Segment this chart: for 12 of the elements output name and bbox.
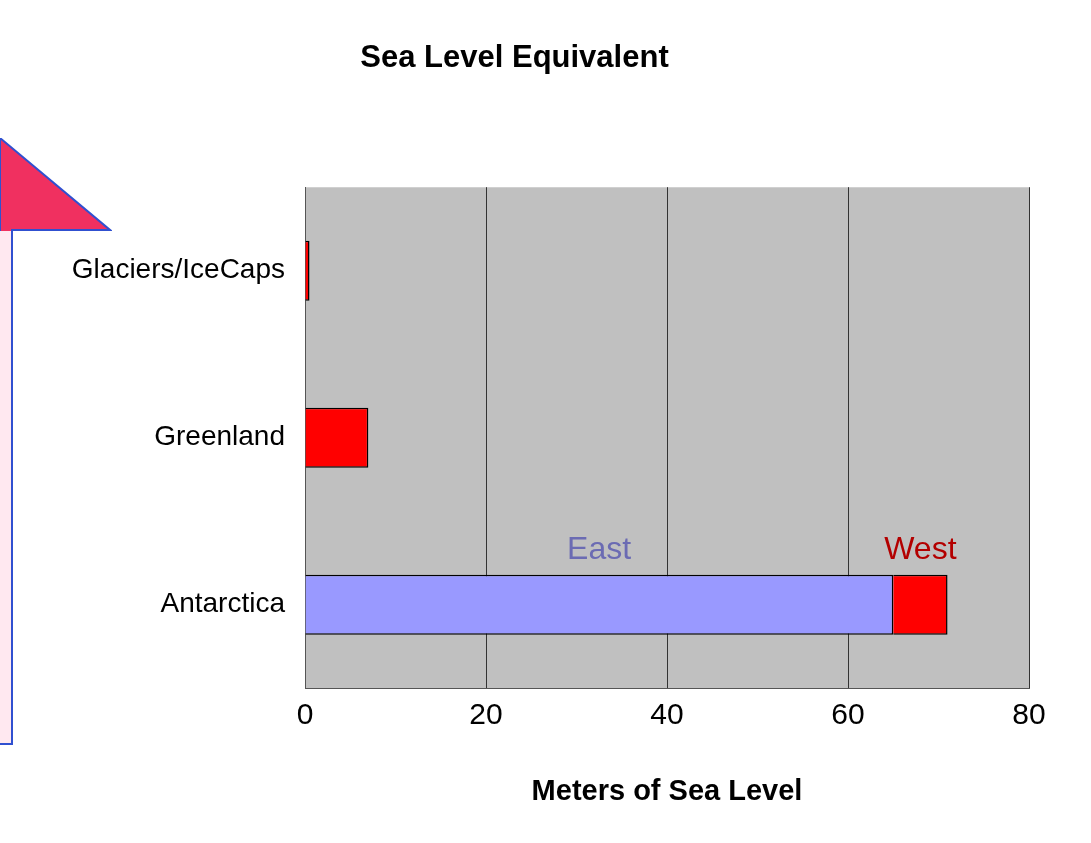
x-tick-label: 80 — [1012, 697, 1046, 731]
y-tick-label: Greenland — [154, 420, 285, 452]
x-tick-label: 0 — [296, 697, 314, 731]
x-tick-label: 20 — [469, 697, 503, 731]
y-tick-label: Antarctica — [160, 587, 286, 619]
y-tick-label: Glaciers/IceCaps — [71, 253, 285, 285]
x-axis-title: Meters of Sea Level — [531, 773, 803, 806]
x-tick-label: 40 — [650, 697, 684, 731]
series-label: West — [884, 529, 957, 566]
x-tick-label: 60 — [831, 697, 865, 731]
chart-title: Sea Level Equivalent — [360, 39, 669, 75]
series-label: East — [567, 529, 632, 566]
